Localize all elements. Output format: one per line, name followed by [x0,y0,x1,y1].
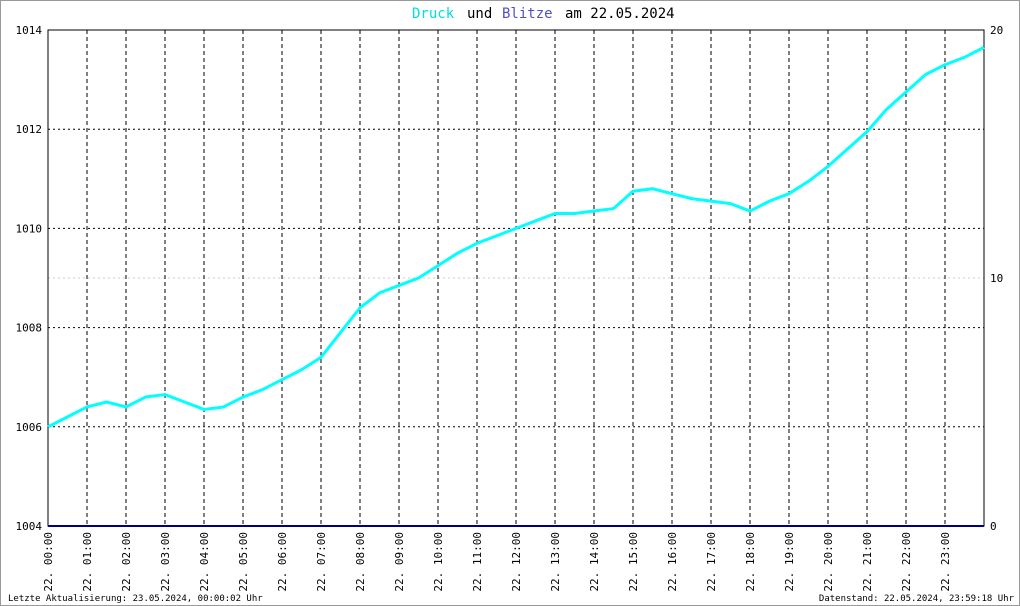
y2-tick-label: 20 [990,24,1003,37]
x-tick-label: 22. 14:00 [588,532,601,592]
title-text: und [467,6,492,22]
x-tick-label: 22. 10:00 [432,532,445,592]
x-tick-label: 22. 23:00 [939,532,952,592]
footer-right: Datenstand: 22.05.2024, 23:59:18 Uhr [819,594,1015,604]
x-tick-label: 22. 03:00 [159,532,172,592]
y2-tick-label: 10 [990,272,1003,285]
title-series-1: Druck [412,6,455,22]
footer-left: Letzte Aktualisierung: 23.05.2024, 00:00… [8,594,263,604]
x-tick-label: 22. 12:00 [510,532,523,592]
x-tick-label: 22. 08:00 [354,532,367,592]
title-text: am 22.05.2024 [565,6,675,22]
x-tick-label: 22. 02:00 [120,532,133,592]
series-line [47,46,985,429]
x-tick-label: 22. 07:00 [315,532,328,592]
x-tick-label: 22. 20:00 [822,532,835,592]
x-tick-label: 22. 21:00 [861,532,874,592]
y-tick-label: 1006 [16,421,43,434]
x-tick-label: 22. 13:00 [549,532,562,592]
x-tick-label: 22. 19:00 [783,532,796,592]
y-tick-label: 1008 [16,322,43,335]
x-tick-label: 22. 01:00 [81,532,94,592]
y-tick-label: 1010 [16,222,43,235]
x-tick-label: 22. 15:00 [627,532,640,592]
y2-tick-label: 0 [990,520,997,533]
y-tick-label: 1012 [16,123,43,136]
x-tick-label: 22. 18:00 [744,532,757,592]
x-tick-label: 22. 05:00 [237,532,250,592]
x-tick-label: 22. 06:00 [276,532,289,592]
x-tick-label: 22. 16:00 [666,532,679,592]
title-series-2: Blitze [502,6,553,22]
x-tick-label: 22. 22:00 [900,532,913,592]
y-tick-label: 1014 [16,24,43,37]
y-tick-label: 1004 [16,520,43,533]
x-tick-label: 22. 00:00 [42,532,55,592]
x-tick-label: 22. 17:00 [705,532,718,592]
x-tick-label: 22. 09:00 [393,532,406,592]
x-tick-label: 22. 04:00 [198,532,211,592]
x-tick-label: 22. 11:00 [471,532,484,592]
